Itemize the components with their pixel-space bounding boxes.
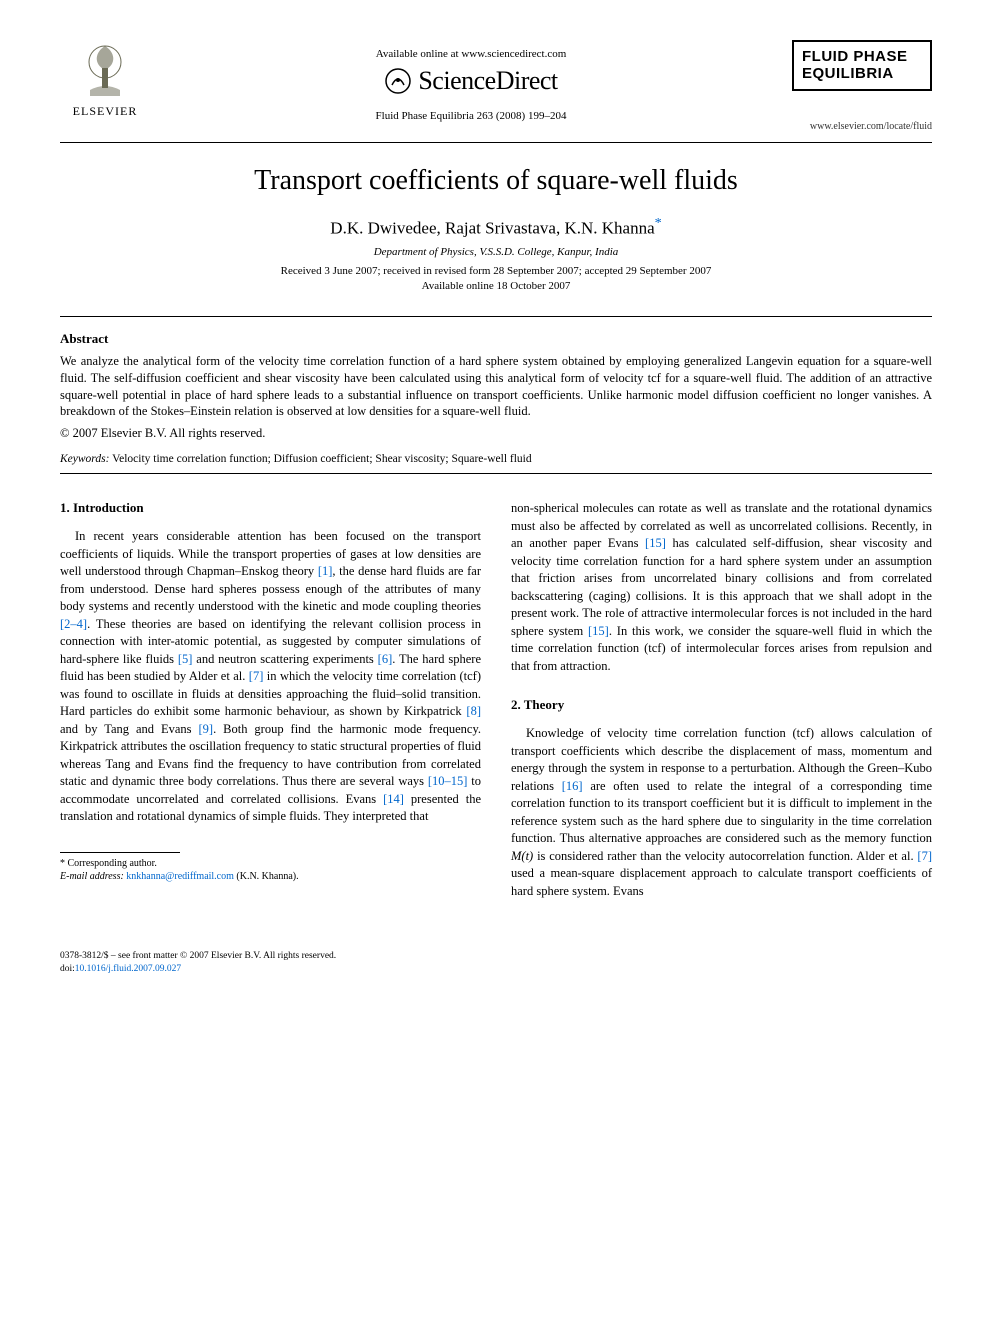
intro-paragraph-2: non-spherical molecules can rotate as we… — [511, 500, 932, 675]
sciencedirect-mark-icon — [384, 67, 412, 95]
keywords-line: Keywords: Velocity time correlation func… — [60, 453, 932, 465]
authors-line: D.K. Dwivedee, Rajat Srivastava, K.N. Kh… — [60, 215, 932, 239]
theory-paragraph-1: Knowledge of velocity time correlation f… — [511, 725, 932, 900]
footer-doi-link[interactable]: 10.1016/j.fluid.2007.09.027 — [75, 964, 181, 974]
footnote-corr: * Corresponding author. — [60, 857, 481, 870]
left-column: 1. Introduction In recent years consider… — [60, 500, 481, 920]
journal-title-box: FLUID PHASE EQUILIBRIA — [792, 40, 932, 91]
keywords-items: Velocity time correlation function; Diff… — [109, 453, 531, 465]
journal-brand-block: FLUID PHASE EQUILIBRIA www.elsevier.com/… — [792, 40, 932, 132]
body-columns: 1. Introduction In recent years consider… — [60, 500, 932, 920]
header-rule — [60, 142, 932, 143]
article-title: Transport coefficients of square-well fl… — [60, 165, 932, 197]
affiliation: Department of Physics, V.S.S.D. College,… — [60, 246, 932, 258]
corresponding-footnote: * Corresponding author. E-mail address: … — [60, 857, 481, 883]
journal-citation-line: Fluid Phase Equilibria 263 (2008) 199–20… — [150, 110, 792, 122]
abstract-copyright: © 2007 Elsevier B.V. All rights reserved… — [60, 426, 932, 441]
page-footer: 0378-3812/$ – see front matter © 2007 El… — [60, 950, 932, 975]
footnote-email-suffix: (K.N. Khanna). — [234, 871, 299, 882]
page-header: ELSEVIER Available online at www.science… — [60, 40, 932, 132]
footer-copyright: 0378-3812/$ – see front matter © 2007 El… — [60, 950, 932, 962]
section-2-heading: 2. Theory — [511, 697, 932, 713]
footnote-email-link[interactable]: knkhanna@rediffmail.com — [126, 871, 234, 882]
ref-link-15[interactable]: [15] — [645, 536, 666, 550]
corresponding-mark: * — [655, 215, 662, 231]
dates-received: Received 3 June 2007; received in revise… — [60, 264, 932, 279]
post-keywords-rule — [60, 473, 932, 474]
elsevier-tree-icon — [75, 40, 135, 100]
center-header: Available online at www.sciencedirect.co… — [150, 40, 792, 122]
ref-link-6[interactable]: [6] — [378, 652, 393, 666]
ref-link-8[interactable]: [8] — [466, 704, 481, 718]
ref-link-7b[interactable]: [7] — [917, 849, 932, 863]
ref-link-2-4[interactable]: [2–4] — [60, 617, 87, 631]
intro-paragraph-1: In recent years considerable attention h… — [60, 528, 481, 826]
elsevier-logo-block: ELSEVIER — [60, 40, 150, 119]
footer-doi-label: doi: — [60, 964, 75, 974]
article-dates: Received 3 June 2007; received in revise… — [60, 264, 932, 294]
ref-link-10-15[interactable]: [10–15] — [428, 774, 468, 788]
ref-link-14[interactable]: [14] — [383, 792, 404, 806]
sciencedirect-wordmark: ScienceDirect — [418, 66, 557, 96]
ref-link-9[interactable]: [9] — [199, 722, 214, 736]
pre-abstract-rule — [60, 316, 932, 317]
ref-link-5[interactable]: [5] — [178, 652, 193, 666]
section-1-heading: 1. Introduction — [60, 500, 481, 516]
footnote-rule — [60, 852, 180, 853]
authors-names: D.K. Dwivedee, Rajat Srivastava, K.N. Kh… — [330, 218, 654, 237]
journal-url: www.elsevier.com/locate/fluid — [792, 121, 932, 132]
ref-link-16[interactable]: [16] — [562, 779, 583, 793]
footnote-email-line: E-mail address: knkhanna@rediffmail.com … — [60, 870, 481, 883]
ref-link-7[interactable]: [7] — [249, 669, 264, 683]
journal-box-line1: FLUID PHASE — [802, 48, 922, 65]
dates-online: Available online 18 October 2007 — [60, 279, 932, 294]
ref-link-1[interactable]: [1] — [318, 564, 333, 578]
available-online-text: Available online at www.sciencedirect.co… — [150, 48, 792, 60]
right-column: non-spherical molecules can rotate as we… — [511, 500, 932, 920]
keywords-label: Keywords: — [60, 453, 109, 465]
abstract-heading: Abstract — [60, 331, 932, 347]
memory-fn-symbol: M(t) — [511, 849, 533, 863]
footnote-email-label: E-mail address: — [60, 871, 126, 882]
elsevier-wordmark: ELSEVIER — [73, 104, 138, 119]
footer-doi-line: doi:10.1016/j.fluid.2007.09.027 — [60, 963, 932, 975]
ref-link-15b[interactable]: [15] — [588, 624, 609, 638]
sciencedirect-logo: ScienceDirect — [384, 66, 557, 96]
abstract-body: We analyze the analytical form of the ve… — [60, 353, 932, 421]
journal-box-line2: EQUILIBRIA — [802, 65, 922, 82]
